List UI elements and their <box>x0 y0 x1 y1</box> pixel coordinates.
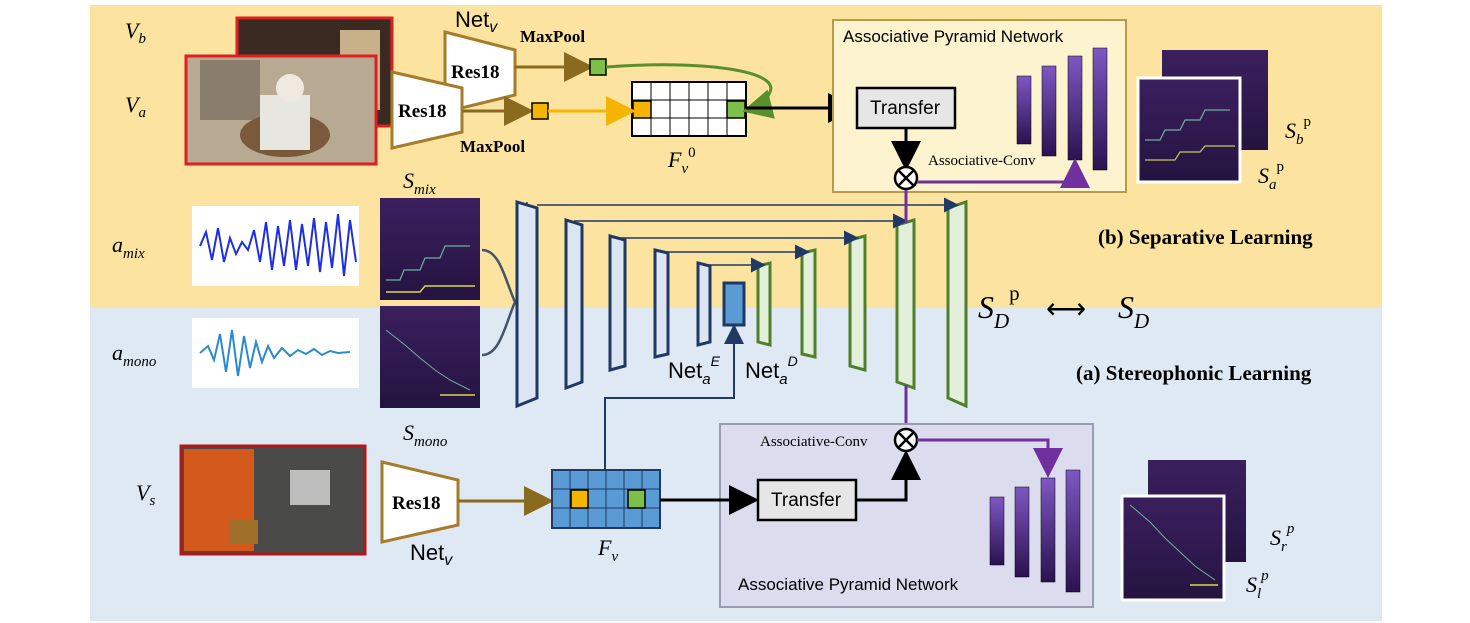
res18-bottom: Res18 <box>380 460 460 544</box>
spectrogram-mix <box>380 198 480 300</box>
res18-lower: Res18 <box>390 70 464 150</box>
unet <box>515 202 966 409</box>
svg-text:Transfer: Transfer <box>771 490 842 511</box>
otimes-bottom <box>893 427 919 453</box>
transfer-bottom: Transfer <box>756 478 858 522</box>
video-frame-s <box>179 444 367 556</box>
label-maxpool-bottom: MaxPool <box>460 137 525 156</box>
spectrogram-s-l <box>1120 494 1226 602</box>
apn-bottom-title: Associative Pyramid Network <box>738 575 959 594</box>
label-maxpool-top: MaxPool <box>520 27 585 46</box>
pyramid-bars-bottom <box>989 469 1081 593</box>
assoc-conv-top: Associative-Conv <box>928 153 1036 169</box>
apn-top-title: Associative Pyramid Network <box>843 27 1064 46</box>
pyramid-bars-top <box>1016 47 1108 171</box>
waveform-mono <box>192 318 359 388</box>
label-arrow-double: ⟷ <box>1046 294 1086 325</box>
feature-grid-fv0 <box>631 81 747 137</box>
assoc-conv-bottom: Associative-Conv <box>760 434 868 450</box>
svg-text:Res18: Res18 <box>392 493 441 514</box>
label-stereophonic-learning: (a) Stereophonic Learning <box>1076 361 1312 385</box>
svg-text:Res18: Res18 <box>451 62 500 83</box>
svg-text:Transfer: Transfer <box>870 98 941 119</box>
transfer-top: Transfer <box>855 86 957 130</box>
spectrogram-mono <box>380 306 480 408</box>
feature-grid-fv <box>551 469 661 529</box>
spectrogram-s-a <box>1136 76 1242 184</box>
otimes-top <box>893 165 919 191</box>
svg-text:Res18: Res18 <box>398 101 447 122</box>
label-separative-learning: (b) Separative Learning <box>1098 225 1313 249</box>
merge-brace <box>481 248 517 357</box>
pooled-feature-orange <box>531 102 549 120</box>
video-frame-a <box>184 54 378 166</box>
waveform-mix <box>192 206 359 286</box>
pooled-feature-green <box>589 58 607 76</box>
